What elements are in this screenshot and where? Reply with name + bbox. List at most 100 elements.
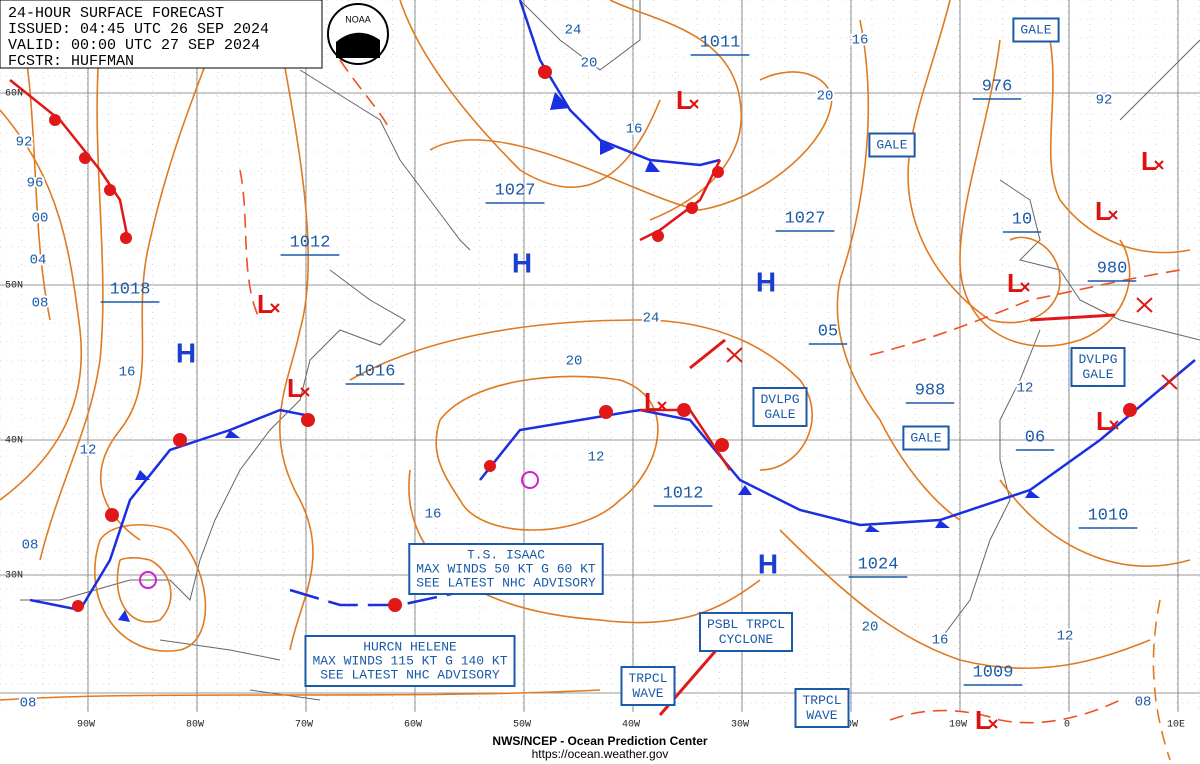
- footer: https://ocean.weather.gov: [532, 747, 669, 761]
- box-text: MAX WINDS 115 KT G 140 KT: [312, 653, 507, 668]
- isobar-label: 16: [626, 122, 643, 138]
- box-frame: [1012, 17, 1060, 43]
- low-center: L: [1095, 196, 1111, 226]
- map-shape: [599, 405, 613, 419]
- isobar: [1049, 39, 1191, 254]
- map-shape: [29, 408, 306, 612]
- lon-label: 60W: [404, 720, 422, 731]
- map-shape: [1119, 39, 1200, 121]
- low-mark: [689, 99, 699, 109]
- box-text: MAX WINDS 50 KT G 60 KT: [416, 561, 596, 576]
- map-shape: [49, 65, 1137, 612]
- pressure-label: 976: [982, 77, 1013, 96]
- high-center: H: [176, 337, 196, 368]
- low-mark: [988, 719, 998, 729]
- map-shape: [645, 160, 660, 172]
- lat-label: 60N: [5, 89, 23, 100]
- lon-label: 10W: [949, 720, 967, 731]
- box-frame: [1070, 347, 1126, 387]
- isobar-label: 12: [1057, 629, 1074, 645]
- lon-label: 70W: [295, 720, 313, 731]
- map-shape: [1025, 490, 1040, 498]
- map-shape: [550, 92, 570, 110]
- map-shape: [135, 470, 150, 480]
- isobar-label: 92: [1096, 93, 1113, 109]
- isobar: [779, 529, 1151, 670]
- isobar-label: 12: [80, 443, 97, 459]
- map-shape: [1029, 313, 1116, 322]
- lon-label: 10E: [1167, 720, 1185, 731]
- box-text: DVLPG: [760, 392, 799, 407]
- map-shape: [9, 79, 130, 241]
- box-text: SEE LATEST NHC ADVISORY: [320, 667, 500, 682]
- isobar: [869, 269, 1181, 356]
- pressure-label: 980: [1097, 259, 1128, 278]
- map-shape: [79, 152, 91, 164]
- low-center: L: [1141, 146, 1157, 176]
- isobar: [435, 375, 659, 531]
- isobar-label: 08: [22, 538, 39, 554]
- header-line: 24-HOUR SURFACE FORECAST: [8, 5, 224, 22]
- map-shape: [689, 338, 726, 370]
- box-frame: [752, 387, 808, 427]
- header-box: [0, 0, 323, 69]
- isobar-label: 24: [565, 23, 582, 39]
- isobar: [399, 0, 661, 188]
- isobar-label: 96: [27, 176, 44, 192]
- pressure-label: 10: [1012, 210, 1032, 229]
- coastlines: [20, 0, 1200, 701]
- map-shape: [538, 65, 552, 79]
- pressure-label: 05: [818, 322, 838, 341]
- noaa-logo-text: NOAA: [345, 14, 371, 24]
- lat-label: 30N: [5, 571, 23, 582]
- pressure-label: 1016: [355, 362, 396, 381]
- box-text: CYCLONE: [719, 632, 774, 647]
- isobar: [609, 0, 743, 221]
- map-shape: [118, 92, 1040, 622]
- isobar: [959, 39, 1131, 347]
- isobar: [889, 699, 1121, 724]
- lon-label: 50W: [513, 720, 531, 731]
- box: GALE: [902, 425, 950, 451]
- isobar: [116, 557, 172, 623]
- map-shape: [939, 179, 1200, 641]
- isobar-label: 00: [32, 211, 49, 227]
- noaa-logo-wave: [336, 32, 380, 58]
- isobar: [1152, 599, 1171, 761]
- map-shape: [173, 433, 187, 447]
- pressure-label: 1010: [1088, 506, 1129, 525]
- box-text: DVLPG: [1078, 352, 1117, 367]
- isobar: [429, 71, 833, 211]
- pressure-label: 06: [1025, 428, 1045, 447]
- low-mark: [1108, 210, 1118, 220]
- map-shape: [715, 438, 729, 452]
- box-frame: [408, 543, 604, 595]
- low-center: L: [676, 85, 692, 115]
- map-shape: [677, 403, 691, 417]
- pressure-label: 988: [915, 381, 946, 400]
- map-shape: [686, 202, 698, 214]
- isobar-label: 08: [20, 696, 37, 712]
- box: GALE: [1012, 17, 1060, 43]
- map-shape: [652, 230, 664, 242]
- low-center: L: [1096, 406, 1112, 436]
- high-center: H: [512, 247, 532, 278]
- box-text: WAVE: [806, 708, 837, 723]
- box-text: GALE: [1082, 367, 1113, 382]
- map-shape: [139, 571, 157, 589]
- box: GALE: [868, 132, 916, 158]
- map-shape: [518, 0, 721, 167]
- lon-label: 40W: [622, 720, 640, 731]
- isobar: [999, 479, 1191, 567]
- isobar-label: 20: [862, 620, 879, 636]
- isobar: [907, 0, 1061, 324]
- isobar: [39, 39, 104, 561]
- lon-label: 0: [1064, 720, 1070, 731]
